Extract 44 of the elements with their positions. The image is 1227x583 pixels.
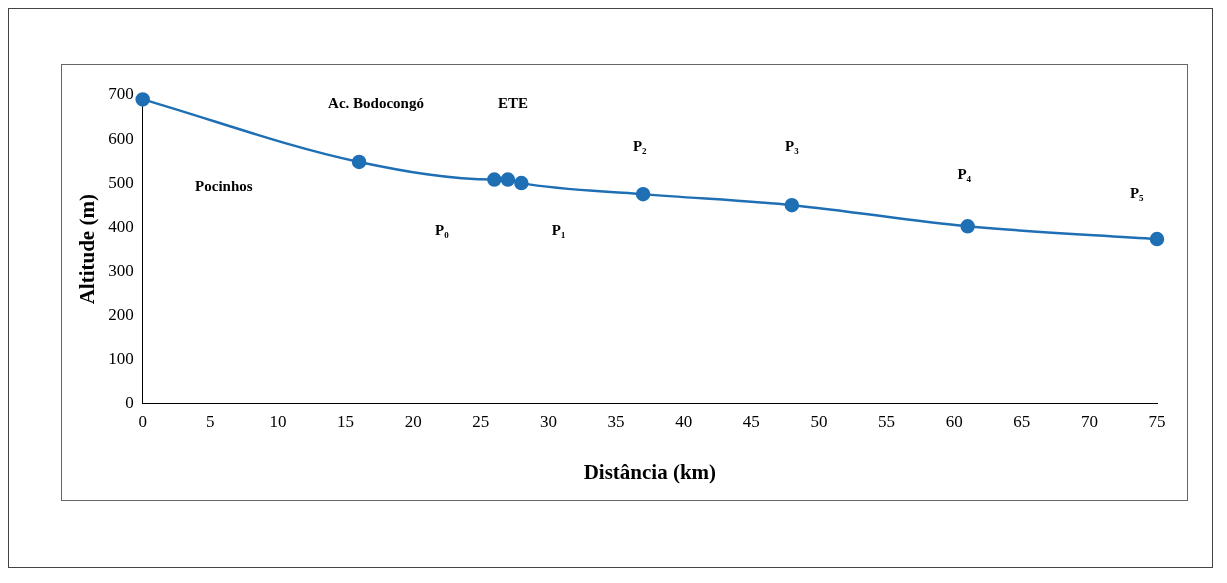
point: [135, 92, 150, 107]
point: [351, 154, 367, 170]
x-tick-label: 40: [675, 412, 693, 432]
x-tick-label: 15: [337, 412, 355, 432]
x-tick-label: 70: [1080, 412, 1098, 432]
point: [784, 197, 800, 213]
annotation: P₁: [551, 221, 566, 238]
y-tick-label: 500: [108, 172, 134, 192]
annotation: ETE: [497, 95, 528, 112]
x-tick-label: 55: [878, 412, 896, 432]
y-axis-title: Altitude (m): [75, 194, 100, 305]
x-tick-label: 10: [269, 412, 287, 432]
x-axis-title: Distância (km): [583, 459, 717, 484]
point: [960, 219, 975, 234]
y-tick-label: 0: [125, 392, 134, 412]
annotation: P₂: [632, 138, 648, 155]
y-tick-label: 300: [108, 260, 134, 280]
annotation: P₀: [435, 221, 450, 238]
y-tick-label: 700: [108, 84, 134, 104]
point: [487, 172, 502, 187]
annotation: P₄: [957, 166, 972, 183]
x-tick-label: 25: [472, 412, 490, 432]
x-tick-label: 50: [810, 412, 828, 432]
annotation: P₃: [785, 138, 800, 155]
x-tick-label: 0: [138, 412, 147, 432]
y-tick-label: 400: [108, 216, 134, 236]
y-tick-label: 200: [108, 304, 134, 324]
annotation: Pocinhos: [195, 178, 253, 195]
annotation: Ac. Bodocongó: [328, 95, 424, 112]
point: [514, 175, 529, 191]
x-tick-label: 45: [742, 412, 760, 432]
y-tick-label: 100: [108, 348, 134, 368]
x-tick-label: 60: [945, 412, 963, 432]
x-tick-label: 30: [539, 412, 557, 432]
x-tick-label: 20: [404, 412, 422, 432]
point: [635, 186, 651, 202]
x-tick-label: 75: [1148, 412, 1166, 432]
point: [1149, 231, 1165, 247]
y-tick-label: 600: [108, 128, 134, 148]
x-tick-label: 5: [206, 412, 215, 432]
point: [500, 172, 516, 187]
annotation: P₅: [1129, 184, 1145, 201]
x-tick-label: 65: [1013, 412, 1031, 432]
x-tick-label: 35: [607, 412, 625, 432]
